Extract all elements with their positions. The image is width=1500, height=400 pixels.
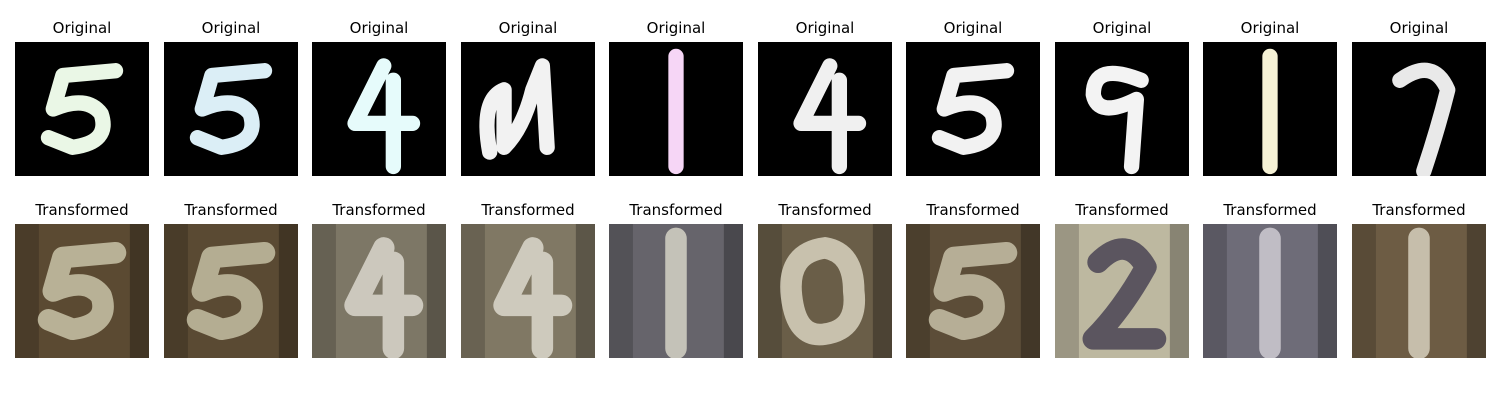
digit-glyph xyxy=(906,224,1040,358)
transformed-image-9 xyxy=(1352,224,1486,358)
digit-glyph xyxy=(1352,224,1486,358)
digit-glyph xyxy=(1203,224,1337,358)
original-image-7 xyxy=(1055,42,1189,176)
original-label-1: Original xyxy=(201,19,261,37)
digit-glyph xyxy=(609,224,743,358)
transformed-label-3: Transformed xyxy=(481,201,575,219)
transformed-label-0: Transformed xyxy=(35,201,129,219)
transformed-image-0 xyxy=(15,224,149,358)
original-image-1 xyxy=(164,42,298,176)
digit-glyph xyxy=(164,42,298,176)
original-image-2 xyxy=(312,42,446,176)
transformed-image-5 xyxy=(758,224,892,358)
transformed-image-6 xyxy=(906,224,1040,358)
digit-glyph xyxy=(461,42,595,176)
original-image-8 xyxy=(1203,42,1337,176)
original-label-0: Original xyxy=(52,19,112,37)
original-label-8: Original xyxy=(1240,19,1300,37)
digit-glyph xyxy=(312,42,446,176)
transformed-label-9: Transformed xyxy=(1372,201,1466,219)
original-label-6: Original xyxy=(943,19,1003,37)
digit-glyph xyxy=(758,42,892,176)
transformed-image-8 xyxy=(1203,224,1337,358)
digit-glyph xyxy=(1352,42,1486,176)
transformed-label-2: Transformed xyxy=(332,201,426,219)
original-image-4 xyxy=(609,42,743,176)
digit-glyph xyxy=(758,224,892,358)
digit-glyph xyxy=(1055,42,1189,176)
transformed-label-7: Transformed xyxy=(1075,201,1169,219)
digit-glyph xyxy=(164,224,298,358)
transformed-image-3 xyxy=(461,224,595,358)
transformed-label-6: Transformed xyxy=(926,201,1020,219)
original-label-7: Original xyxy=(1092,19,1152,37)
transformed-label-1: Transformed xyxy=(184,201,278,219)
digit-glyph xyxy=(1203,42,1337,176)
original-label-4: Original xyxy=(646,19,706,37)
digit-glyph xyxy=(1055,224,1189,358)
transformed-image-4 xyxy=(609,224,743,358)
original-label-2: Original xyxy=(349,19,409,37)
transformed-label-5: Transformed xyxy=(778,201,872,219)
original-image-9 xyxy=(1352,42,1486,176)
transformed-image-1 xyxy=(164,224,298,358)
digit-glyph xyxy=(906,42,1040,176)
original-label-9: Original xyxy=(1389,19,1449,37)
transformed-label-8: Transformed xyxy=(1223,201,1317,219)
transformed-image-2 xyxy=(312,224,446,358)
original-image-5 xyxy=(758,42,892,176)
original-label-5: Original xyxy=(795,19,855,37)
original-image-3 xyxy=(461,42,595,176)
original-image-0 xyxy=(15,42,149,176)
digit-glyph xyxy=(312,224,446,358)
original-label-3: Original xyxy=(498,19,558,37)
digit-glyph xyxy=(461,224,595,358)
original-image-6 xyxy=(906,42,1040,176)
digit-glyph xyxy=(15,42,149,176)
digit-glyph xyxy=(609,42,743,176)
transformed-image-7 xyxy=(1055,224,1189,358)
digit-glyph xyxy=(15,224,149,358)
transformed-label-4: Transformed xyxy=(629,201,723,219)
